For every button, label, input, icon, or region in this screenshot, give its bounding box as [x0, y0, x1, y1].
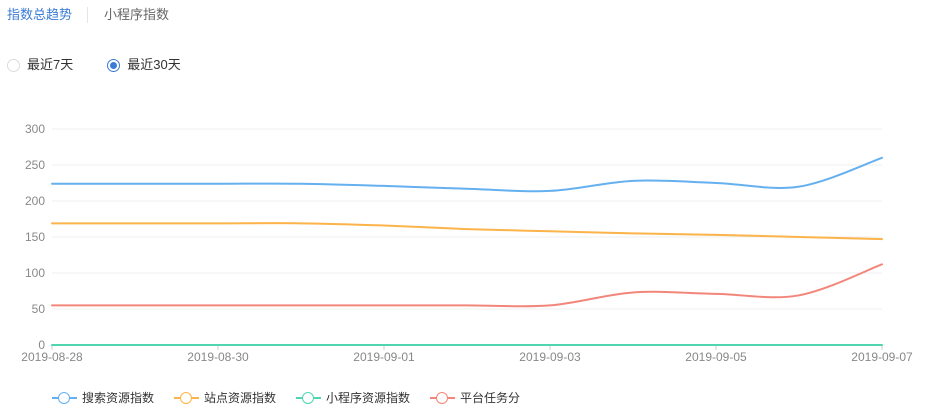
- range-option-30days[interactable]: 最近30天: [107, 56, 181, 74]
- legend-item[interactable]: 小程序资源指数: [296, 389, 410, 406]
- range-option-7days[interactable]: 最近7天: [7, 56, 73, 74]
- date-range-selector: 最近7天 最近30天: [7, 56, 215, 74]
- tab-divider: [87, 7, 89, 23]
- x-tick-label: 2019-08-28: [21, 350, 83, 364]
- series-line: [51, 222, 883, 241]
- legend-line-circle-icon: [52, 391, 77, 405]
- range-option-label: 最近7天: [27, 57, 74, 72]
- radio-30days[interactable]: [107, 58, 121, 72]
- y-tick-label: 250: [25, 158, 45, 172]
- legend-label: 平台任务分: [460, 391, 521, 405]
- x-tick-label: 2019-08-30: [187, 350, 249, 364]
- series-line: [51, 156, 883, 193]
- x-tick-label: 2019-09-05: [685, 350, 747, 364]
- legend-label: 站点资源指数: [204, 391, 277, 405]
- legend-label: 小程序资源指数: [326, 391, 411, 405]
- legend-item[interactable]: 站点资源指数: [174, 389, 276, 406]
- x-tick-label: 2019-09-07: [851, 350, 913, 364]
- legend-label: 搜索资源指数: [82, 391, 155, 405]
- tab-index-trend[interactable]: 指数总趋势: [7, 7, 73, 22]
- tab-bar: 指数总趋势 小程序指数: [7, 6, 169, 24]
- y-tick-label: 150: [25, 230, 45, 244]
- y-tick-label: 300: [25, 122, 45, 136]
- y-tick-label: 50: [32, 302, 46, 316]
- x-tick-label: 2019-09-01: [353, 350, 415, 364]
- y-tick-label: 0: [38, 338, 45, 352]
- legend-item[interactable]: 搜索资源指数: [52, 389, 154, 406]
- chart-legend: 搜索资源指数 站点资源指数 小程序资源指数 平台任务分: [52, 389, 540, 406]
- tab-mini-program-index[interactable]: 小程序指数: [104, 7, 170, 22]
- series-line: [51, 263, 883, 308]
- y-tick-label: 100: [25, 266, 45, 280]
- range-option-label: 最近30天: [127, 57, 181, 72]
- legend-line-circle-icon: [430, 391, 456, 405]
- legend-line-circle-icon: [174, 391, 200, 405]
- legend-item[interactable]: 平台任务分: [430, 389, 520, 406]
- radio-7days[interactable]: [7, 58, 20, 72]
- x-tick-label: 2019-09-03: [519, 350, 581, 364]
- legend-line-circle-icon: [296, 391, 322, 405]
- y-tick-label: 200: [25, 194, 45, 208]
